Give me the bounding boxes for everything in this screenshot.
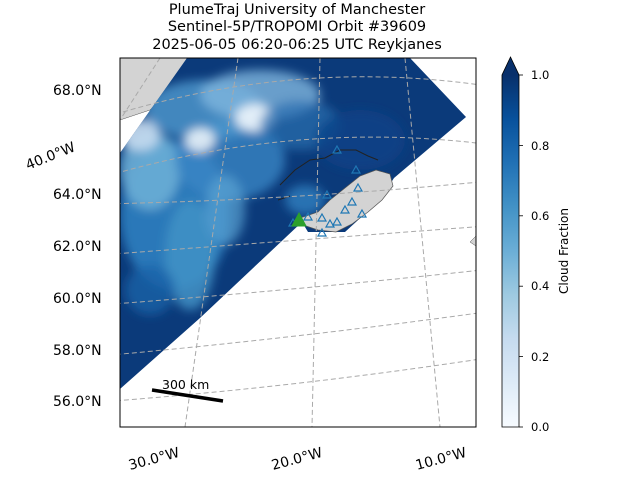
station-marker [316, 212, 328, 222]
meridians [120, 58, 441, 427]
lon-label: 20.0°W [270, 445, 325, 474]
lat-label: 56.0°N [53, 394, 102, 410]
title-line-2: Sentinel-5P/TROPOMI Orbit #39609 [168, 19, 426, 35]
colorbar-extend-arrow [502, 57, 519, 75]
lat-label: 60.0°N [53, 291, 102, 307]
volcano-marker [291, 211, 307, 227]
lon-label: 30.0°W [127, 445, 182, 474]
lat-label: 64.0°N [53, 187, 102, 203]
station-marker [346, 196, 358, 206]
station-marker [331, 144, 343, 154]
station-marker [316, 227, 328, 237]
station-marker [302, 211, 314, 221]
title-line-1: PlumeTraj University of Manchester [169, 2, 425, 18]
station-marker [321, 189, 333, 199]
lat-label: 58.0°N [53, 343, 102, 359]
colorbar: 0.0 0.2 0.4 0.6 0.8 1.0 Cloud Fraction [501, 56, 571, 434]
colorbar-tick-label: 0.2 [531, 350, 549, 364]
latitude-labels: 68.0°N 64.0°N 62.0°N 60.0°N 58.0°N 56.0°… [53, 83, 102, 410]
title-line-3: 2025-06-05 06:20-06:25 UTC Reykjanes [152, 37, 442, 53]
map-frame [119, 57, 477, 428]
parallels [120, 76, 476, 401]
station-marker [352, 182, 364, 192]
colorbar-tick-label: 1.0 [531, 68, 549, 82]
station-markers [287, 144, 368, 237]
station-marker [356, 208, 368, 218]
station-marker [339, 204, 351, 214]
scale-bar [151, 388, 224, 403]
colorbar-tick-label: 0.4 [531, 279, 549, 293]
colorbar-tick-label: 0.0 [531, 420, 549, 434]
colorbar-label: Cloud Fraction [557, 208, 571, 294]
colorbar-tick-label: 0.8 [531, 139, 549, 153]
longitude-labels: 30.0°W 20.0°W 10.0°W [127, 445, 469, 474]
scale-bar-label: 300 km [162, 377, 209, 392]
station-marker [331, 216, 343, 226]
lat-label: 68.0°N [53, 83, 102, 99]
station-marker [324, 218, 336, 228]
colorbar-tick-label: 0.6 [531, 209, 549, 223]
side-lon-label: 40.0°W [24, 139, 78, 173]
colorbar-gradient [502, 75, 519, 427]
lon-label: 10.0°W [414, 445, 469, 474]
lat-label: 62.0°N [53, 239, 102, 255]
map-panel: 300 km [120, 58, 476, 427]
station-marker [350, 164, 362, 174]
right-edge-land [469, 235, 476, 247]
